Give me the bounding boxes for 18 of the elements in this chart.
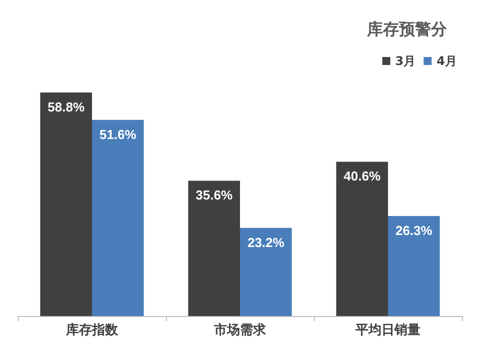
bar xyxy=(40,92,92,316)
x-tick-label: 库存指数 xyxy=(65,322,119,338)
legend-label: 4月 xyxy=(436,54,458,68)
data-label: 26.3% xyxy=(395,223,433,238)
data-label: 23.2% xyxy=(247,234,285,250)
bar xyxy=(388,216,440,316)
data-label: 40.6% xyxy=(344,168,381,184)
data-label: 35.6% xyxy=(196,188,233,203)
data-label: 51.6% xyxy=(99,126,137,142)
bar xyxy=(240,228,292,316)
x-tick-label: 市场需求 xyxy=(213,322,267,338)
bar xyxy=(92,120,144,316)
chart-title: 库存预警分 xyxy=(366,20,448,38)
x-tick-label: 平均日销量 xyxy=(354,323,420,338)
data-label: 58.8% xyxy=(48,100,85,115)
bar xyxy=(336,162,388,316)
legend-label: 3月 xyxy=(395,54,416,68)
bar xyxy=(188,180,240,316)
